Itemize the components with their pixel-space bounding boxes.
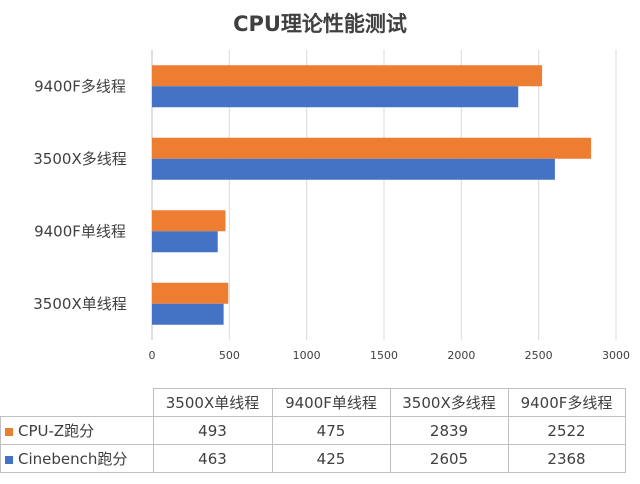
table-column-header: 9400F多线程 — [507, 388, 626, 417]
bar-cpuz — [152, 65, 543, 87]
table-cell: 425 — [271, 444, 391, 473]
category-label: 9400F单线程 — [34, 222, 126, 240]
x-tick-label: 500 — [219, 349, 240, 362]
category-label: 3500X多线程 — [33, 150, 126, 168]
table-column-header: 3500X多线程 — [389, 388, 509, 417]
bar-cinebench — [152, 303, 224, 325]
x-tick-label: 0 — [149, 349, 156, 362]
category-label: 9400F多线程 — [34, 77, 126, 95]
category-labels: 3500X单线程 9400F单线程 3500X多线程 9400F多线程 — [33, 77, 126, 313]
legend-entry: Cinebench跑分 — [0, 444, 154, 473]
x-tick-label: 2000 — [447, 349, 475, 362]
legend-key — [5, 455, 13, 464]
chart-title: CPU理论性能测试 — [233, 12, 407, 36]
table-header-row: 3500X单线程 9400F单线程 3500X多线程 9400F多线程 — [1, 388, 626, 417]
legend-label: Cinebench跑分 — [18, 450, 128, 468]
x-tick-labels: 0 500 1000 1500 2000 2500 3000 — [149, 349, 631, 362]
x-tick-label: 2500 — [525, 349, 553, 362]
x-tick-label: 3000 — [602, 349, 630, 362]
bar-cpuz — [152, 282, 229, 304]
x-tick-label: 1000 — [293, 349, 321, 362]
data-table: 3500X单线程 9400F单线程 3500X多线程 9400F多线程 CPU-Z跑分 4… — [0, 388, 626, 473]
table-column-header: 9400F单线程 — [271, 388, 391, 417]
bar-cinebench — [152, 231, 218, 253]
legend-label: CPU-Z跑分 — [18, 422, 95, 440]
bar-cpuz — [152, 210, 226, 232]
table-cell: 2605 — [389, 444, 509, 473]
table-row: CPU-Z跑分 493 475 2839 2522 — [0, 416, 626, 445]
table-cell: 493 — [152, 416, 273, 445]
x-tick-label: 1500 — [370, 349, 398, 362]
bars — [152, 65, 592, 325]
table-row: Cinebench跑分 463 425 2605 2368 — [0, 444, 626, 473]
bar-cinebench — [152, 158, 555, 180]
category-label: 3500X单线程 — [33, 295, 126, 313]
table-column-header: 3500X单线程 — [152, 388, 273, 417]
bar-cpuz — [152, 137, 592, 159]
legend-entry: CPU-Z跑分 — [0, 416, 154, 445]
table-cell: 2368 — [507, 444, 626, 473]
legend-key — [5, 427, 13, 436]
table-cell: 2839 — [389, 416, 509, 445]
table-corner — [1, 389, 154, 417]
table-cell: 475 — [271, 416, 391, 445]
table-cell: 2522 — [507, 416, 626, 445]
chart-plot: CPU理论性能测试 3500X单线程 9400F单线程 3500X多线程 9400F多… — [33, 12, 631, 362]
bar-cinebench — [152, 86, 519, 108]
table-cell: 463 — [152, 444, 273, 473]
